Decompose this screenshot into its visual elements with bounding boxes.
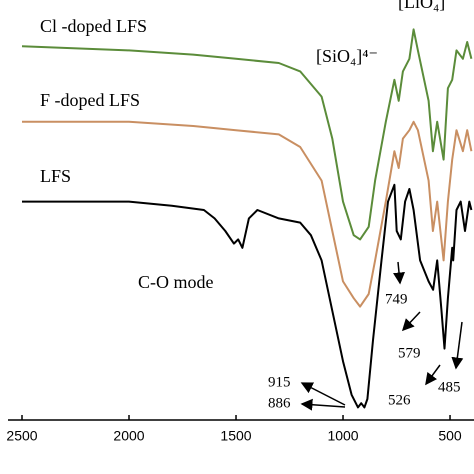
series-label: Cl -doped LFS — [40, 16, 147, 36]
x-tick-label: 2000 — [113, 428, 144, 444]
annotation: 749 — [385, 291, 408, 307]
x-tick-label: 1500 — [220, 428, 251, 444]
arrow — [401, 311, 421, 332]
arrow — [300, 382, 346, 406]
x-tick-label: 2500 — [6, 428, 37, 444]
annotation: 886 — [268, 395, 291, 411]
arrow — [300, 398, 346, 411]
annotation: 579 — [398, 345, 421, 361]
series-label: LFS — [40, 166, 71, 186]
annotation: [LiO₄] — [398, 0, 445, 12]
annotation: C-O mode — [138, 272, 214, 292]
series-label: F -doped LFS — [40, 90, 140, 110]
spectrum-line — [21, 28, 473, 241]
spectrum-line — [22, 183, 473, 409]
annotation: 485 — [438, 379, 461, 395]
arrow — [393, 261, 405, 285]
arrow — [451, 321, 464, 370]
annotation-arrows — [300, 261, 464, 411]
x-tick-label: 500 — [438, 428, 462, 444]
arrow — [425, 364, 441, 386]
x-tick-label: 1000 — [327, 428, 358, 444]
annotation: [SiO₄]⁴⁻ — [316, 46, 378, 66]
spectrum-line — [22, 120, 473, 308]
annotation: 915 — [268, 374, 291, 390]
annotation: 526 — [388, 392, 411, 408]
